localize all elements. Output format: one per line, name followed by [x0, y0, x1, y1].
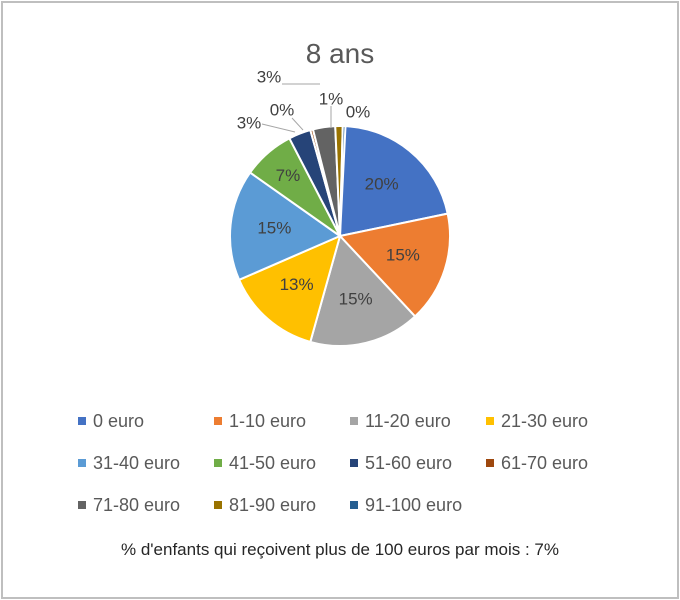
leader-line	[261, 123, 296, 133]
legend-swatch	[350, 417, 358, 425]
pie-slice-0-euro	[339, 124, 449, 238]
legend-label: 1-10 euro	[229, 410, 307, 431]
legend-item: 81-90 euro	[214, 495, 350, 516]
legend-swatch	[350, 459, 358, 467]
legend-swatch	[78, 417, 86, 425]
legend-label: 41-50 euro	[229, 452, 317, 473]
legend-label: 91-100 euro	[365, 494, 463, 515]
legend-swatch	[78, 459, 86, 467]
legend-item: 31-40 euro	[78, 453, 214, 474]
legend-swatch	[214, 501, 222, 509]
legend-row: 71-80 euro 81-90 euro 91-100 euro	[78, 484, 638, 526]
pie-slice-11-20-euro	[309, 234, 417, 347]
data-label-51-60-euro: 3%	[237, 113, 262, 132]
legend-swatch	[214, 459, 222, 467]
legend-swatch	[486, 459, 494, 467]
legend-swatch	[214, 417, 222, 425]
legend-item: 1-10 euro	[214, 411, 350, 432]
legend-item: 11-20 euro	[350, 411, 486, 432]
pie-slice-1-10-euro	[338, 212, 451, 318]
legend-swatch	[350, 501, 358, 509]
data-label-21-30-euro: 13%	[280, 275, 314, 294]
legend-item: 51-60 euro	[350, 453, 486, 474]
legend-item: 41-50 euro	[214, 453, 350, 474]
leader-line	[291, 117, 304, 131]
legend-label: 21-30 euro	[501, 410, 589, 431]
data-label-61-70-euro: 0%	[270, 100, 295, 119]
legend-item: 71-80 euro	[78, 495, 214, 516]
data-label-81-90-euro: 1%	[319, 89, 344, 108]
legend-label: 31-40 euro	[93, 452, 181, 473]
legend-label: 81-90 euro	[229, 494, 317, 515]
legend-label: 61-70 euro	[501, 452, 589, 473]
data-label-41-50-euro: 7%	[276, 166, 301, 185]
pie-slice-21-30-euro	[237, 234, 342, 344]
legend-label: 11-20 euro	[365, 410, 451, 431]
legend-row: 0 euro 1-10 euro 11-20 euro 21-30 euro	[78, 400, 638, 442]
pie-chart: 20%15%15%13%15%7%3%0%3%1%0%	[229, 67, 451, 347]
legend-label: 71-80 euro	[93, 494, 181, 515]
pie-slice-91-100-euro	[339, 125, 347, 237]
data-label-31-40-euro: 15%	[257, 219, 291, 238]
legend-item: 61-70 euro	[486, 453, 622, 474]
legend-row: 31-40 euro 41-50 euro 51-60 euro 61-70 euro	[78, 442, 638, 484]
data-label-0-euro: 20%	[365, 174, 399, 193]
legend: 0 euro 1-10 euro 11-20 euro 21-30 euro 31-40…	[78, 400, 638, 526]
legend-item: 21-30 euro	[486, 411, 622, 432]
legend-item: 91-100 euro	[350, 495, 486, 516]
footnote: % d'enfants qui reçoivent plus de 100 eu…	[121, 540, 559, 559]
data-label-91-100-euro: 0%	[346, 102, 371, 121]
data-label-1-10-euro: 15%	[386, 245, 420, 264]
data-label-71-80-euro: 3%	[257, 67, 282, 86]
legend-item: 0 euro	[78, 411, 214, 432]
pie-slice-31-40-euro	[229, 171, 343, 282]
legend-swatch	[78, 501, 86, 509]
legend-swatch	[486, 417, 494, 425]
chart-title: 8 ans	[305, 38, 375, 69]
data-label-11-20-euro: 15%	[339, 290, 373, 309]
legend-label: 0 euro	[93, 410, 145, 431]
legend-label: 51-60 euro	[365, 452, 453, 473]
